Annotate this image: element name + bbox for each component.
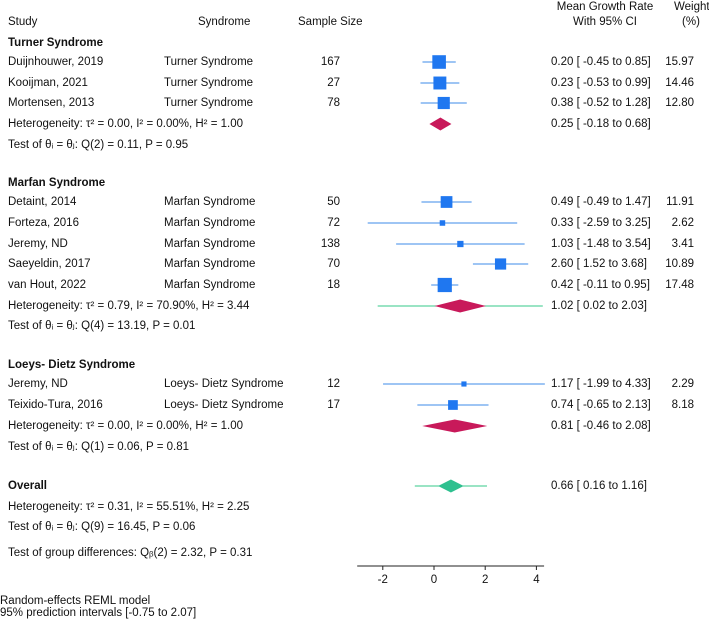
study-ci: 1.17 [ -1.99 to 4.33] [551, 378, 651, 390]
study-weight: 15.97 [665, 56, 694, 68]
study-sample-size: 27 [327, 77, 340, 89]
footer-prediction: 95% prediction intervals [-0.75 to 2.07] [0, 607, 197, 619]
overall-title: Overall [8, 480, 47, 492]
study-label: Detaint, 2014 [8, 196, 77, 208]
study-sample-size: 72 [327, 217, 340, 229]
study-syndrome: Turner Syndrome [164, 97, 254, 109]
study-marker [439, 220, 446, 226]
test-group-differences: Test of group differences: Qᵦ(2) = 2.32,… [8, 547, 253, 559]
group-title-turner: Turner Syndrome [8, 37, 103, 49]
study-syndrome: Loeys- Dietz Syndrome [164, 399, 284, 411]
study-weight: 2.62 [671, 217, 694, 229]
study-ci: 0.74 [ -0.65 to 2.13] [551, 399, 651, 411]
x-tick-label: 4 [533, 574, 540, 586]
study-ci: 0.42 [ -0.11 to 0.95] [551, 279, 650, 291]
study-syndrome: Turner Syndrome [164, 56, 254, 68]
study-label: Duijnhouwer, 2019 [8, 56, 104, 68]
summary-ci-overall: 0.66 [ 0.16 to 1.16] [551, 480, 647, 492]
study-weight: 11.91 [666, 196, 694, 208]
study-marker [448, 400, 458, 410]
study-label: Kooijman, 2021 [8, 77, 88, 89]
study-syndrome: Marfan Syndrome [164, 258, 256, 270]
header-weight-line2: (%) [682, 16, 700, 28]
study-sample-size: 50 [327, 196, 340, 208]
study-ci: 0.20 [ -0.45 to 0.85] [551, 56, 651, 68]
study-marker [437, 96, 450, 110]
study-label: Forteza, 2016 [8, 217, 79, 229]
study-syndrome: Turner Syndrome [164, 77, 254, 89]
heterogeneity-marfan: Heterogeneity: τ² = 0.79, I² = 70.90%, H… [8, 300, 250, 312]
header-weight-line1: Weight [674, 1, 709, 13]
overall-diamond [438, 479, 464, 493]
study-ci: 0.33 [ -2.59 to 3.25] [551, 217, 651, 229]
study-weight: 2.29 [671, 378, 694, 390]
subgroup-diamond [429, 117, 452, 131]
study-label: Teixido-Tura, 2016 [8, 399, 103, 411]
test-turner: Test of θᵢ = θⱼ: Q(2) = 0.11, P = 0.95 [8, 139, 189, 151]
study-syndrome: Marfan Syndrome [164, 238, 256, 250]
study-ci: 2.60 [ 1.52 to 3.68] [551, 258, 647, 270]
study-sample-size: 17 [327, 399, 340, 411]
study-label: Jeremy, ND [8, 378, 68, 390]
summary-ci-turner: 0.25 [ -0.18 to 0.68] [551, 118, 651, 130]
x-tick-label: 2 [482, 574, 488, 586]
test-loeys-dietz: Test of θᵢ = θⱼ: Q(1) = 0.06, P = 0.81 [8, 441, 190, 453]
header-syndrome: Syndrome [198, 16, 251, 28]
group-title-loeys-dietz: Loeys- Dietz Syndrome [8, 359, 136, 371]
study-ci: 0.49 [ -0.49 to 1.47] [551, 196, 651, 208]
x-tick-label: 0 [431, 574, 437, 586]
study-label: van Hout, 2022 [8, 279, 87, 291]
heterogeneity-overall: Heterogeneity: τ² = 0.31, I² = 55.51%, H… [8, 501, 250, 513]
study-weight: 8.18 [671, 399, 694, 411]
study-sample-size: 12 [327, 378, 340, 390]
study-sample-size: 18 [327, 279, 340, 291]
study-ci: 0.23 [ -0.53 to 0.99] [551, 77, 651, 89]
header-effect-line2: With 95% CI [573, 16, 637, 28]
study-syndrome: Marfan Syndrome [164, 279, 256, 291]
summary-ci-loeys-dietz: 0.81 [ -0.46 to 2.08] [551, 420, 651, 432]
study-label: Saeyeldin, 2017 [8, 258, 91, 270]
group-title-marfan: Marfan Syndrome [8, 177, 106, 189]
study-label: Jeremy, ND [8, 238, 68, 250]
study-weight: 14.46 [665, 77, 694, 89]
heterogeneity-loeys-dietz: Heterogeneity: τ² = 0.00, I² = 0.00%, H²… [8, 420, 243, 432]
summary-ci-marfan: 1.02 [ 0.02 to 2.03] [551, 300, 647, 312]
study-sample-size: 167 [320, 56, 340, 68]
study-sample-size: 78 [327, 97, 340, 109]
study-marker [457, 240, 464, 248]
study-syndrome: Marfan Syndrome [164, 217, 256, 229]
study-marker [461, 381, 467, 387]
study-weight: 17.48 [665, 279, 694, 291]
study-syndrome: Marfan Syndrome [164, 196, 256, 208]
x-tick-label: -2 [378, 574, 388, 586]
heterogeneity-turner: Heterogeneity: τ² = 0.00, I² = 0.00%, H²… [8, 118, 243, 130]
header-study: Study [8, 16, 38, 28]
study-marker [433, 76, 447, 90]
study-weight: 12.80 [665, 97, 694, 109]
test-overall: Test of θᵢ = θⱼ: Q(9) = 16.45, P = 0.06 [8, 521, 196, 533]
study-label: Mortensen, 2013 [8, 97, 95, 109]
test-marfan: Test of θᵢ = θⱼ: Q(4) = 13.19, P = 0.01 [8, 320, 196, 332]
footer-model: Random-effects REML model [0, 595, 151, 607]
study-marker [494, 258, 507, 270]
header-sample-size: Sample Size [298, 16, 363, 28]
study-ci: 1.03 [ -1.48 to 3.54] [551, 238, 651, 250]
study-marker [432, 55, 446, 69]
study-weight: 3.41 [671, 238, 694, 250]
study-syndrome: Loeys- Dietz Syndrome [164, 378, 284, 390]
study-ci: 0.38 [ -0.52 to 1.28] [551, 97, 651, 109]
subgroup-diamond [422, 419, 488, 433]
header-effect-line1: Mean Growth Rate [556, 1, 654, 13]
subgroup-diamond [434, 299, 486, 313]
study-weight: 10.89 [665, 258, 694, 270]
study-sample-size: 138 [320, 238, 340, 250]
study-marker [437, 277, 452, 293]
study-marker [440, 196, 453, 208]
study-sample-size: 70 [327, 258, 340, 270]
